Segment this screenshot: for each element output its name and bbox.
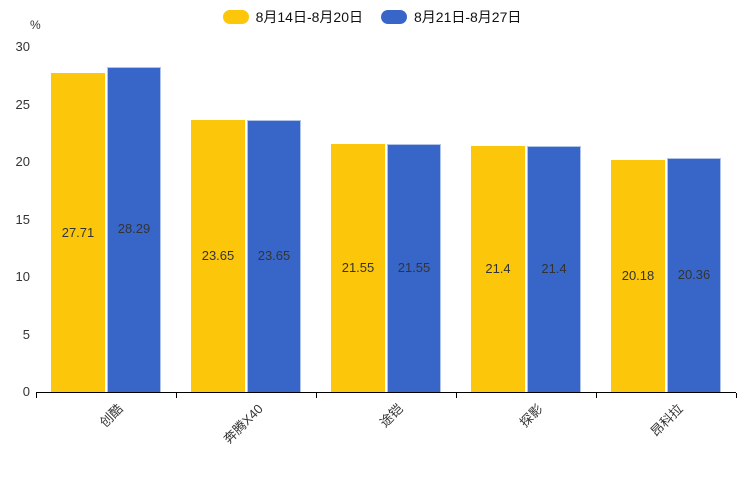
y-tick-label: 30: [15, 39, 30, 54]
x-axis-tick: [316, 393, 317, 398]
bar-8月14日-8月20日-昂科拉[interactable]: [611, 159, 665, 392]
y-axis-unit-label: %: [30, 18, 41, 32]
x-axis-tick: [456, 393, 457, 398]
bar-value-label: 27.71: [61, 224, 95, 240]
bar-value-label: 21.4: [485, 260, 511, 276]
bar-8月21日-8月27日-奔腾X40[interactable]: [247, 120, 301, 392]
y-tick-label: 15: [15, 211, 30, 227]
x-axis-tick: [596, 393, 597, 398]
legend-item-week2[interactable]: 8月21日-8月27日: [381, 8, 521, 26]
x-axis-line: [36, 392, 736, 393]
bar-value-label: 23.65: [201, 248, 235, 263]
bar-8月14日-8月20日-探影[interactable]: [471, 145, 525, 392]
y-tick-label: 0: [22, 384, 30, 399]
bar-value-label: 21.55: [397, 260, 431, 276]
bar-value-label: 28.29: [117, 221, 151, 237]
bar-8月14日-8月20日-途铠[interactable]: [331, 144, 385, 392]
legend-swatch-blue: [381, 10, 407, 24]
bar-8月21日-8月27日-途铠[interactable]: [387, 144, 441, 392]
bar-value-label: 20.36: [677, 266, 711, 282]
y-tick-label: 20: [15, 154, 30, 169]
legend-label-week1: 8月14日-8月20日: [255, 9, 363, 25]
bar-8月21日-8月27日-创酷[interactable]: [107, 66, 161, 392]
x-category-label: 昂科拉: [647, 401, 686, 440]
x-category-label: 途铠: [376, 401, 406, 431]
bar-value-label: 21.55: [341, 260, 375, 276]
x-category-label: 探影: [516, 401, 546, 431]
bar-8月14日-8月20日-奔腾X40[interactable]: [191, 120, 245, 392]
x-axis-tick: [36, 393, 37, 398]
x-category-label: 奔腾X40: [220, 401, 266, 447]
legend-swatch-yellow: [222, 10, 249, 24]
bar-8月21日-8月27日-昂科拉[interactable]: [667, 157, 721, 392]
y-tick-label: 25: [15, 96, 30, 112]
x-axis-tick: [176, 393, 177, 398]
y-tick-label: 5: [22, 326, 30, 342]
legend: 8月14日-8月20日 8月21日-8月27日: [0, 8, 744, 26]
legend-label-week2: 8月21日-8月27日: [414, 9, 522, 25]
bar-value-label: 23.65: [257, 248, 291, 263]
y-tick-label: 10: [15, 269, 30, 284]
bar-8月14日-8月20日-创酷[interactable]: [51, 73, 105, 392]
x-category-label: 创酷: [96, 401, 126, 431]
bar-value-label: 20.18: [621, 267, 655, 283]
x-axis-tick: [736, 393, 737, 398]
bar-8月21日-8月27日-探影[interactable]: [527, 145, 581, 392]
bar-value-label: 21.4: [541, 260, 567, 276]
legend-item-week1[interactable]: 8月14日-8月20日: [222, 8, 363, 26]
